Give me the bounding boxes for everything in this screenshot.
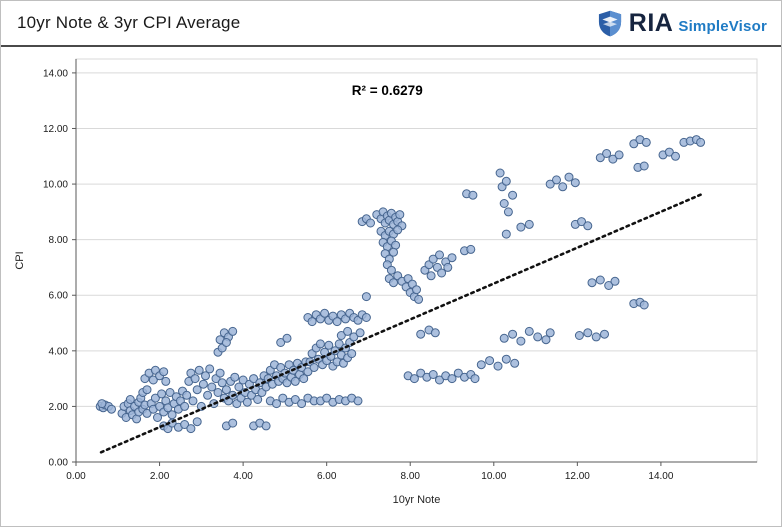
svg-text:4.00: 4.00 — [49, 346, 69, 357]
svg-text:4.00: 4.00 — [233, 471, 253, 482]
ria-shield-icon — [596, 9, 624, 37]
svg-text:10.00: 10.00 — [43, 180, 68, 191]
svg-text:R² = 0.6279: R² = 0.6279 — [352, 83, 423, 98]
ria-wordmark: RIA — [628, 8, 674, 37]
page-title: 10yr Note & 3yr CPI Average — [17, 13, 241, 32]
svg-text:2.00: 2.00 — [49, 402, 69, 413]
svg-text:14.00: 14.00 — [648, 471, 673, 482]
svg-text:12.00: 12.00 — [565, 471, 590, 482]
svg-text:14.00: 14.00 — [43, 68, 68, 79]
svg-text:6.00: 6.00 — [49, 291, 69, 302]
chart-area: 0.00 2.00 4.00 6.00 8.00 10.00 12.00 14.00 0.00 2… — [1, 47, 781, 526]
ria-simplevisor-logo: RIA SimpleVisor — [596, 9, 767, 37]
svg-text:CPI: CPI — [14, 251, 26, 269]
scatter-chart: 0.00 2.00 4.00 6.00 8.00 10.00 12.00 14.00 0.00 2… — [14, 58, 758, 506]
svg-text:8.00: 8.00 — [49, 235, 69, 246]
svg-text:8.00: 8.00 — [400, 471, 420, 482]
svg-text:10yr Note: 10yr Note — [393, 494, 441, 506]
svg-text:2.00: 2.00 — [150, 471, 170, 482]
simplevisor-wordmark: SimpleVisor — [678, 17, 767, 35]
svg-text:0.00: 0.00 — [49, 458, 69, 469]
svg-text:10.00: 10.00 — [481, 471, 506, 482]
svg-text:12.00: 12.00 — [43, 124, 68, 135]
chart-header: 10yr Note & 3yr CPI Average RIA SimpleVi… — [1, 1, 781, 47]
svg-text:0.00: 0.00 — [66, 471, 86, 482]
svg-text:6.00: 6.00 — [317, 471, 337, 482]
